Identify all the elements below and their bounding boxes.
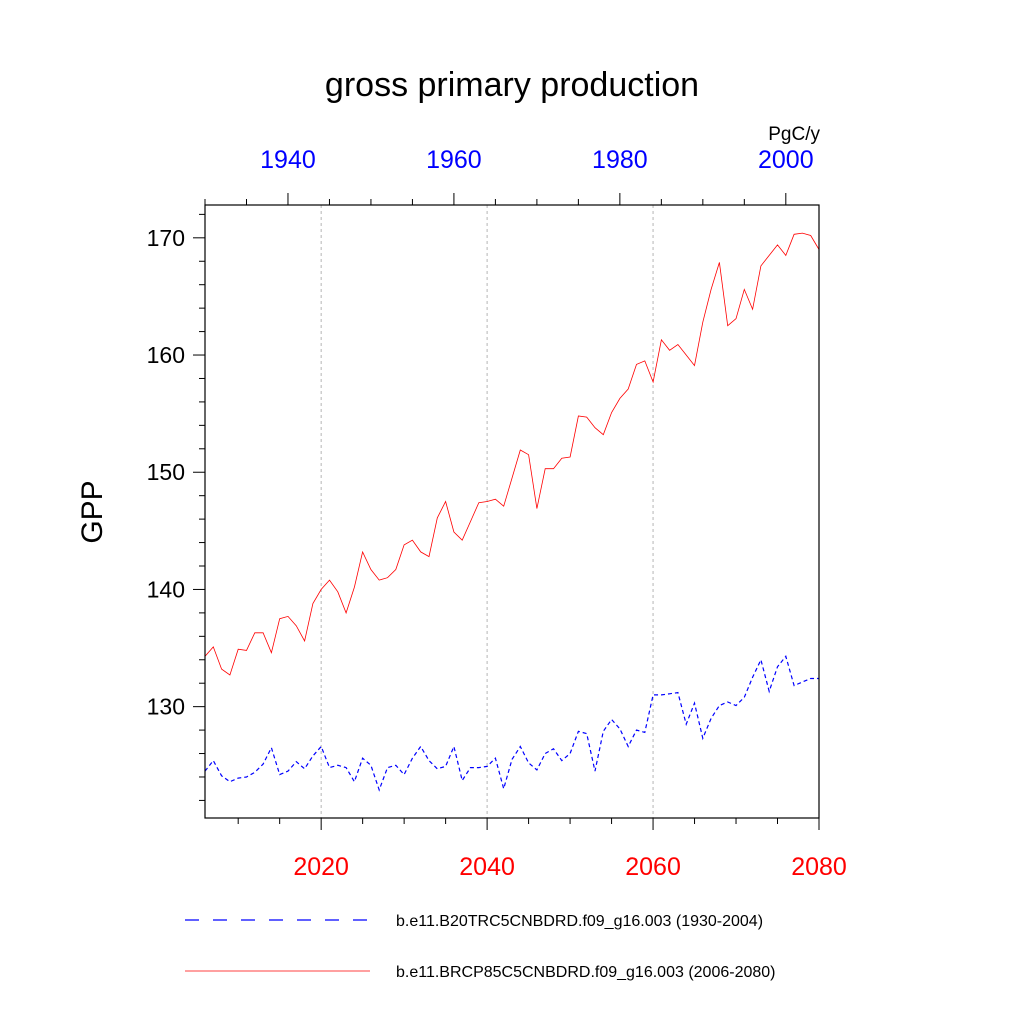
- legend-label-historical: b.e11.B20TRC5CNBDRD.f09_g16.003 (1930-20…: [396, 913, 763, 930]
- x-bottom-tick-label: 2060: [625, 853, 681, 881]
- x-top-tick-label: 1940: [260, 146, 316, 174]
- legend: b.e11.B20TRC5CNBDRD.f09_g16.003 (1930-20…: [185, 913, 775, 981]
- y-tick-label: 170: [147, 225, 185, 251]
- series-layer: [204, 232, 820, 792]
- plot-frame: [204, 204, 820, 819]
- x-bottom-tick-label: 2020: [293, 853, 349, 881]
- x-top-tick-label: 1980: [592, 146, 648, 174]
- axes: [204, 204, 820, 819]
- x-top-tick-label: 2000: [758, 146, 814, 174]
- y-axis-label: GPP: [76, 480, 109, 543]
- series-line-historical: [204, 655, 819, 792]
- axis-ticks: 130 140 150 160 170 2020 2040 2060 2080 1940 1960 1…: [147, 146, 847, 881]
- series-line-rcp85: [204, 232, 820, 676]
- chart-title: gross primary production: [325, 66, 699, 104]
- x-bottom-tick-label: 2080: [791, 853, 847, 881]
- y-tick-label: 140: [147, 576, 185, 602]
- x-top-tick-label: 1960: [426, 146, 482, 174]
- gridlines: [320, 205, 654, 818]
- x-bottom-tick-label: 2040: [459, 853, 515, 881]
- y-tick-label: 130: [147, 694, 185, 720]
- units-label: PgC/y: [768, 124, 820, 145]
- legend-label-rcp85: b.e11.BRCP85C5CNBDRD.f09_g16.003 (2006-2…: [396, 964, 775, 981]
- y-tick-label: 160: [147, 342, 185, 368]
- y-tick-label: 150: [147, 459, 185, 485]
